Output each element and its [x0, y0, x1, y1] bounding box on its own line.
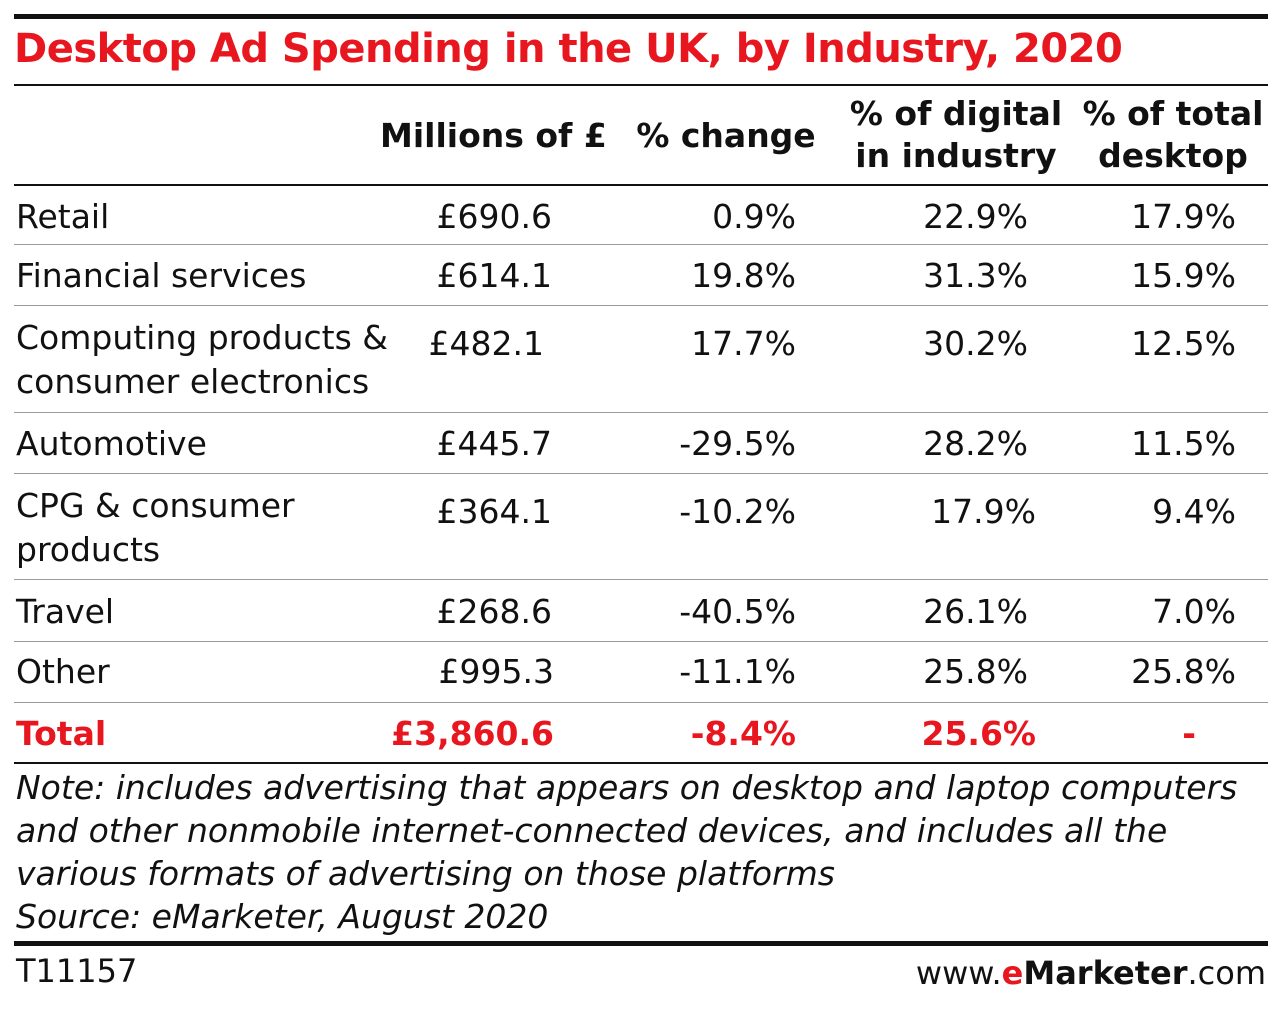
title-rule: [14, 84, 1268, 86]
row-label-line2: consumer electronics: [16, 362, 370, 401]
row-divider: [14, 305, 1268, 306]
row-label-line2: products: [16, 530, 161, 569]
cell-millions: £364.1: [436, 492, 552, 531]
cell-digital: 31.3%: [923, 256, 1028, 295]
brand-logo: www.eMarketer.com: [916, 953, 1266, 993]
chart-title: Desktop Ad Spending in the UK, by Indust…: [14, 26, 1123, 72]
note-line-2: and other nonmobile internet-connected d…: [16, 811, 1168, 850]
cell-total: 17.9%: [1131, 197, 1236, 236]
col-header-digital-line2: in industry: [855, 136, 1057, 175]
footer-rule: [14, 941, 1268, 946]
total-change: -8.4%: [690, 714, 796, 753]
top-rule: [14, 14, 1268, 19]
cell-change: 0.9%: [712, 197, 796, 236]
cell-total: 12.5%: [1131, 324, 1236, 363]
cell-millions: £690.6: [436, 197, 552, 236]
col-header-change: % change: [636, 116, 816, 155]
row-divider: [14, 579, 1268, 580]
col-header-millions: Millions of £: [380, 116, 607, 155]
footnote: Note: includes advertising that appears …: [16, 766, 1237, 938]
row-label: Financial services: [16, 256, 307, 295]
header-rule: [14, 184, 1268, 186]
cell-digital: 30.2%: [923, 324, 1028, 363]
total-label: Total: [16, 714, 107, 753]
row-label: Retail: [16, 197, 110, 236]
cell-change: -11.1%: [679, 652, 796, 691]
cell-millions: £482.1: [428, 324, 544, 363]
cell-millions: £995.3: [438, 652, 554, 691]
cell-total: 11.5%: [1131, 424, 1236, 463]
brand-e: e: [1001, 954, 1024, 992]
cell-millions: £268.6: [436, 592, 552, 631]
row-label: Automotive: [16, 424, 207, 463]
cell-digital: 26.1%: [923, 592, 1028, 631]
source-line: Source: eMarketer, August 2020: [16, 897, 549, 936]
row-divider: [14, 702, 1268, 703]
row-label: Other: [16, 652, 110, 691]
total-millions: £3,860.6: [391, 714, 554, 753]
row-divider: [14, 641, 1268, 642]
row-divider: [14, 412, 1268, 413]
cell-change: -10.2%: [679, 492, 796, 531]
cell-digital: 28.2%: [923, 424, 1028, 463]
col-header-total-line1: % of total: [1082, 94, 1264, 133]
cell-digital: 17.9%: [931, 492, 1036, 531]
col-header-digital-line1: % of digital: [849, 94, 1063, 133]
cell-millions: £445.7: [436, 424, 552, 463]
brand-name: Marketer: [1023, 954, 1188, 992]
cell-total: 7.0%: [1152, 592, 1236, 631]
brand-prefix: www.: [915, 954, 1002, 992]
note-line-1: Note: includes advertising that appears …: [16, 768, 1238, 807]
row-label: Travel: [16, 592, 115, 631]
cell-change: -29.5%: [679, 424, 796, 463]
row-label: Computing products &: [16, 318, 389, 357]
brand-suffix: .com: [1187, 954, 1266, 992]
note-line-3: various formats of advertising on those …: [16, 854, 835, 893]
row-divider: [14, 473, 1268, 474]
cell-digital: 25.8%: [923, 652, 1028, 691]
row-divider: [14, 244, 1268, 245]
row-label: CPG & consumer: [16, 486, 295, 525]
table-bottom-rule: [14, 762, 1268, 764]
cell-change: 17.7%: [691, 324, 796, 363]
cell-total: 9.4%: [1152, 492, 1236, 531]
col-header-total-line2: desktop: [1098, 136, 1248, 175]
cell-millions: £614.1: [436, 256, 552, 295]
total-digital: 25.6%: [921, 714, 1037, 753]
cell-digital: 22.9%: [923, 197, 1028, 236]
cell-total: 15.9%: [1131, 256, 1236, 295]
chart-code: T11157: [16, 952, 138, 990]
cell-total: 25.8%: [1131, 652, 1236, 691]
cell-change: 19.8%: [691, 256, 796, 295]
total-total: -: [1182, 714, 1196, 753]
cell-change: -40.5%: [679, 592, 796, 631]
